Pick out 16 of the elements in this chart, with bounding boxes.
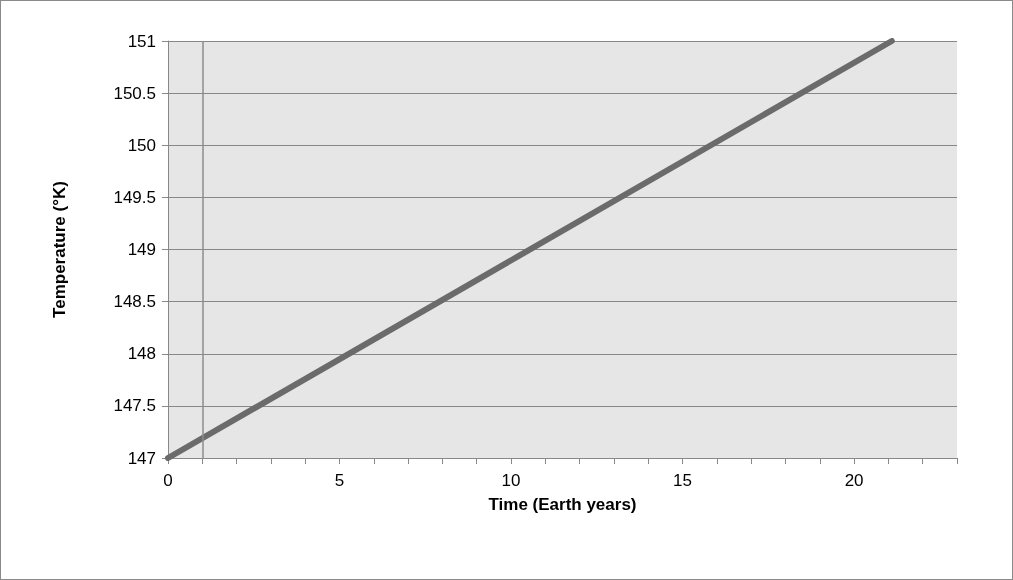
x-tick-label: 0	[163, 471, 173, 490]
x-tick-label: 5	[334, 471, 345, 490]
y-tick-label: 148.5	[113, 292, 156, 312]
y-tick-label: 150	[127, 135, 156, 155]
y-tick-label: 148	[127, 344, 156, 364]
x-tick-label: 20	[844, 471, 864, 490]
x-tick-label: 15	[673, 471, 693, 490]
y-tick-label: 149	[127, 240, 156, 259]
y-tick-label: 147.5	[113, 396, 156, 416]
y-tick-label: 147	[127, 448, 156, 468]
y-tick-label: 150.5	[113, 83, 156, 103]
y-tick-label: 149.5	[113, 187, 156, 207]
x-tick-label: 10	[501, 471, 521, 490]
y-axis-title: Temperature (°K)	[50, 181, 69, 318]
x-axis-title: Time (Earth years)	[488, 495, 637, 514]
y-tick-label: 151	[127, 31, 156, 51]
